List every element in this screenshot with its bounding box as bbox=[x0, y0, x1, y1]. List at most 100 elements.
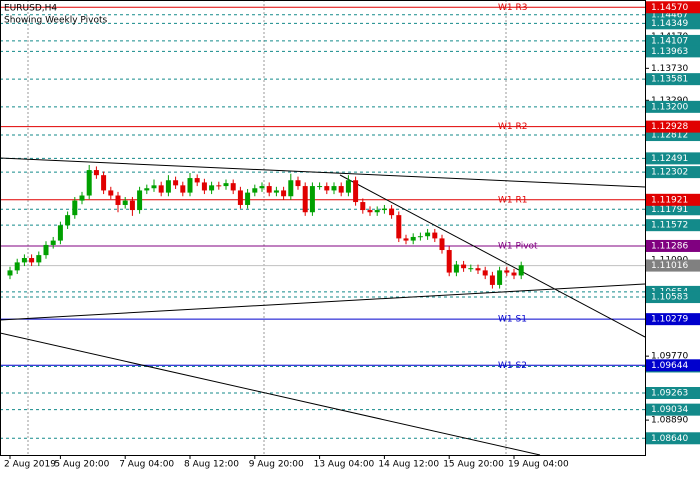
trend-line bbox=[0, 157, 646, 188]
y-tick-label: 1.13730 bbox=[651, 64, 688, 74]
sublevel-label: 1.09034 bbox=[651, 405, 688, 415]
level-name: W1 R2 bbox=[498, 122, 527, 132]
candle-body bbox=[7, 270, 13, 276]
x-tick-label: 5 Aug 20:00 bbox=[54, 460, 109, 470]
sublevel-box bbox=[646, 17, 700, 30]
sublevel-box bbox=[646, 291, 700, 304]
candle-body bbox=[475, 268, 481, 271]
candle-body bbox=[288, 180, 294, 197]
candle-body bbox=[432, 232, 438, 239]
candle-body bbox=[417, 236, 423, 238]
last-price-label: 1.11016 bbox=[651, 261, 688, 271]
levels: W1 R3 W1 R2 W1 R1 W1 Pivot W1 S1 W1 S2 bbox=[0, 3, 645, 439]
level-box bbox=[646, 313, 700, 326]
candle-body bbox=[511, 272, 517, 276]
level-box bbox=[646, 120, 700, 133]
sublevel-box bbox=[646, 403, 700, 416]
candle-body bbox=[230, 183, 236, 191]
sublevel-label: 1.14349 bbox=[651, 19, 688, 29]
candle-body bbox=[43, 244, 49, 256]
candle-body bbox=[86, 170, 92, 196]
sublevel-label: 1.09263 bbox=[651, 389, 688, 399]
candle-body bbox=[367, 210, 373, 213]
candle-body bbox=[317, 186, 323, 188]
last-price-box bbox=[646, 259, 700, 272]
x-tick-label: 19 Aug 04:00 bbox=[508, 460, 569, 470]
candle-body bbox=[14, 262, 20, 271]
candle-body bbox=[252, 188, 258, 193]
plot-frame bbox=[0, 0, 646, 456]
candle-body bbox=[482, 270, 488, 276]
candle-body bbox=[201, 182, 207, 191]
candle-body bbox=[331, 186, 337, 191]
sublevel-label: 1.13581 bbox=[651, 75, 688, 85]
sublevel-box bbox=[646, 100, 700, 113]
candle-body bbox=[381, 208, 387, 211]
candle-body bbox=[338, 186, 344, 193]
candle-body bbox=[497, 270, 503, 285]
candle-body bbox=[115, 195, 121, 205]
candle-body bbox=[21, 258, 27, 263]
candle-body bbox=[266, 186, 272, 193]
trend-line bbox=[0, 332, 541, 456]
candle-body bbox=[237, 190, 243, 205]
candle-body bbox=[281, 190, 287, 197]
candle-body bbox=[137, 190, 143, 211]
candle-body bbox=[439, 238, 445, 251]
level-box bbox=[646, 359, 700, 372]
level-label: 1.10279 bbox=[651, 315, 688, 325]
trend-line bbox=[0, 283, 646, 321]
level-label: 1.09644 bbox=[651, 361, 688, 371]
sublevel-label: 1.11572 bbox=[651, 221, 688, 231]
sublevel-label: 1.14467 bbox=[651, 10, 688, 20]
candle-body bbox=[129, 200, 135, 211]
sublevel-box bbox=[646, 219, 700, 232]
candle-body bbox=[50, 240, 56, 245]
x-tick-label: 15 Aug 20:00 bbox=[443, 460, 504, 470]
candle-body bbox=[309, 186, 315, 213]
candle-body bbox=[273, 190, 279, 193]
candle-body bbox=[295, 180, 301, 187]
candle-body bbox=[245, 192, 251, 205]
level-box bbox=[646, 193, 700, 206]
candle-body bbox=[93, 170, 99, 176]
candle-body bbox=[489, 275, 495, 285]
candle-body bbox=[144, 188, 150, 191]
candle-body bbox=[72, 200, 78, 216]
x-tick-label: 8 Aug 12:00 bbox=[184, 460, 239, 470]
candle-body bbox=[446, 250, 452, 273]
candle-body bbox=[29, 258, 35, 263]
candle-body bbox=[353, 180, 359, 203]
x-tick-label: 7 Aug 04:00 bbox=[119, 460, 174, 470]
axis: 1.141701.137301.132901.110901.097701.088… bbox=[4, 1, 700, 470]
level-name: W1 Pivot bbox=[498, 241, 538, 251]
candle-body bbox=[101, 175, 107, 191]
trend-line bbox=[339, 174, 646, 338]
sublevel-label: 1.12302 bbox=[651, 168, 688, 178]
candle-body bbox=[461, 264, 467, 269]
trend-lines bbox=[0, 157, 646, 456]
candle-body bbox=[79, 195, 85, 201]
candle-body bbox=[396, 215, 402, 239]
candle-body bbox=[57, 225, 63, 241]
x-tick-label: 14 Aug 12:00 bbox=[378, 460, 439, 470]
level-box bbox=[646, 239, 700, 252]
candle-body bbox=[360, 202, 366, 211]
y-tick-label: 1.09770 bbox=[651, 352, 688, 362]
candle-body bbox=[36, 255, 42, 263]
sublevel-label: 1.13963 bbox=[651, 47, 688, 57]
level-name: W1 R3 bbox=[498, 3, 527, 13]
level-name: W1 S1 bbox=[498, 315, 527, 325]
sublevel-box bbox=[646, 166, 700, 179]
sublevel-box bbox=[646, 152, 700, 165]
candle-body bbox=[180, 185, 186, 193]
candle-body bbox=[216, 185, 222, 187]
sublevel-box bbox=[646, 387, 700, 400]
candle-body bbox=[389, 208, 395, 216]
candle-body bbox=[165, 180, 171, 193]
sublevel-box bbox=[646, 8, 700, 21]
sublevel-label: 1.12491 bbox=[651, 154, 688, 164]
x-tick-label: 2 Aug 2019 bbox=[4, 460, 56, 470]
